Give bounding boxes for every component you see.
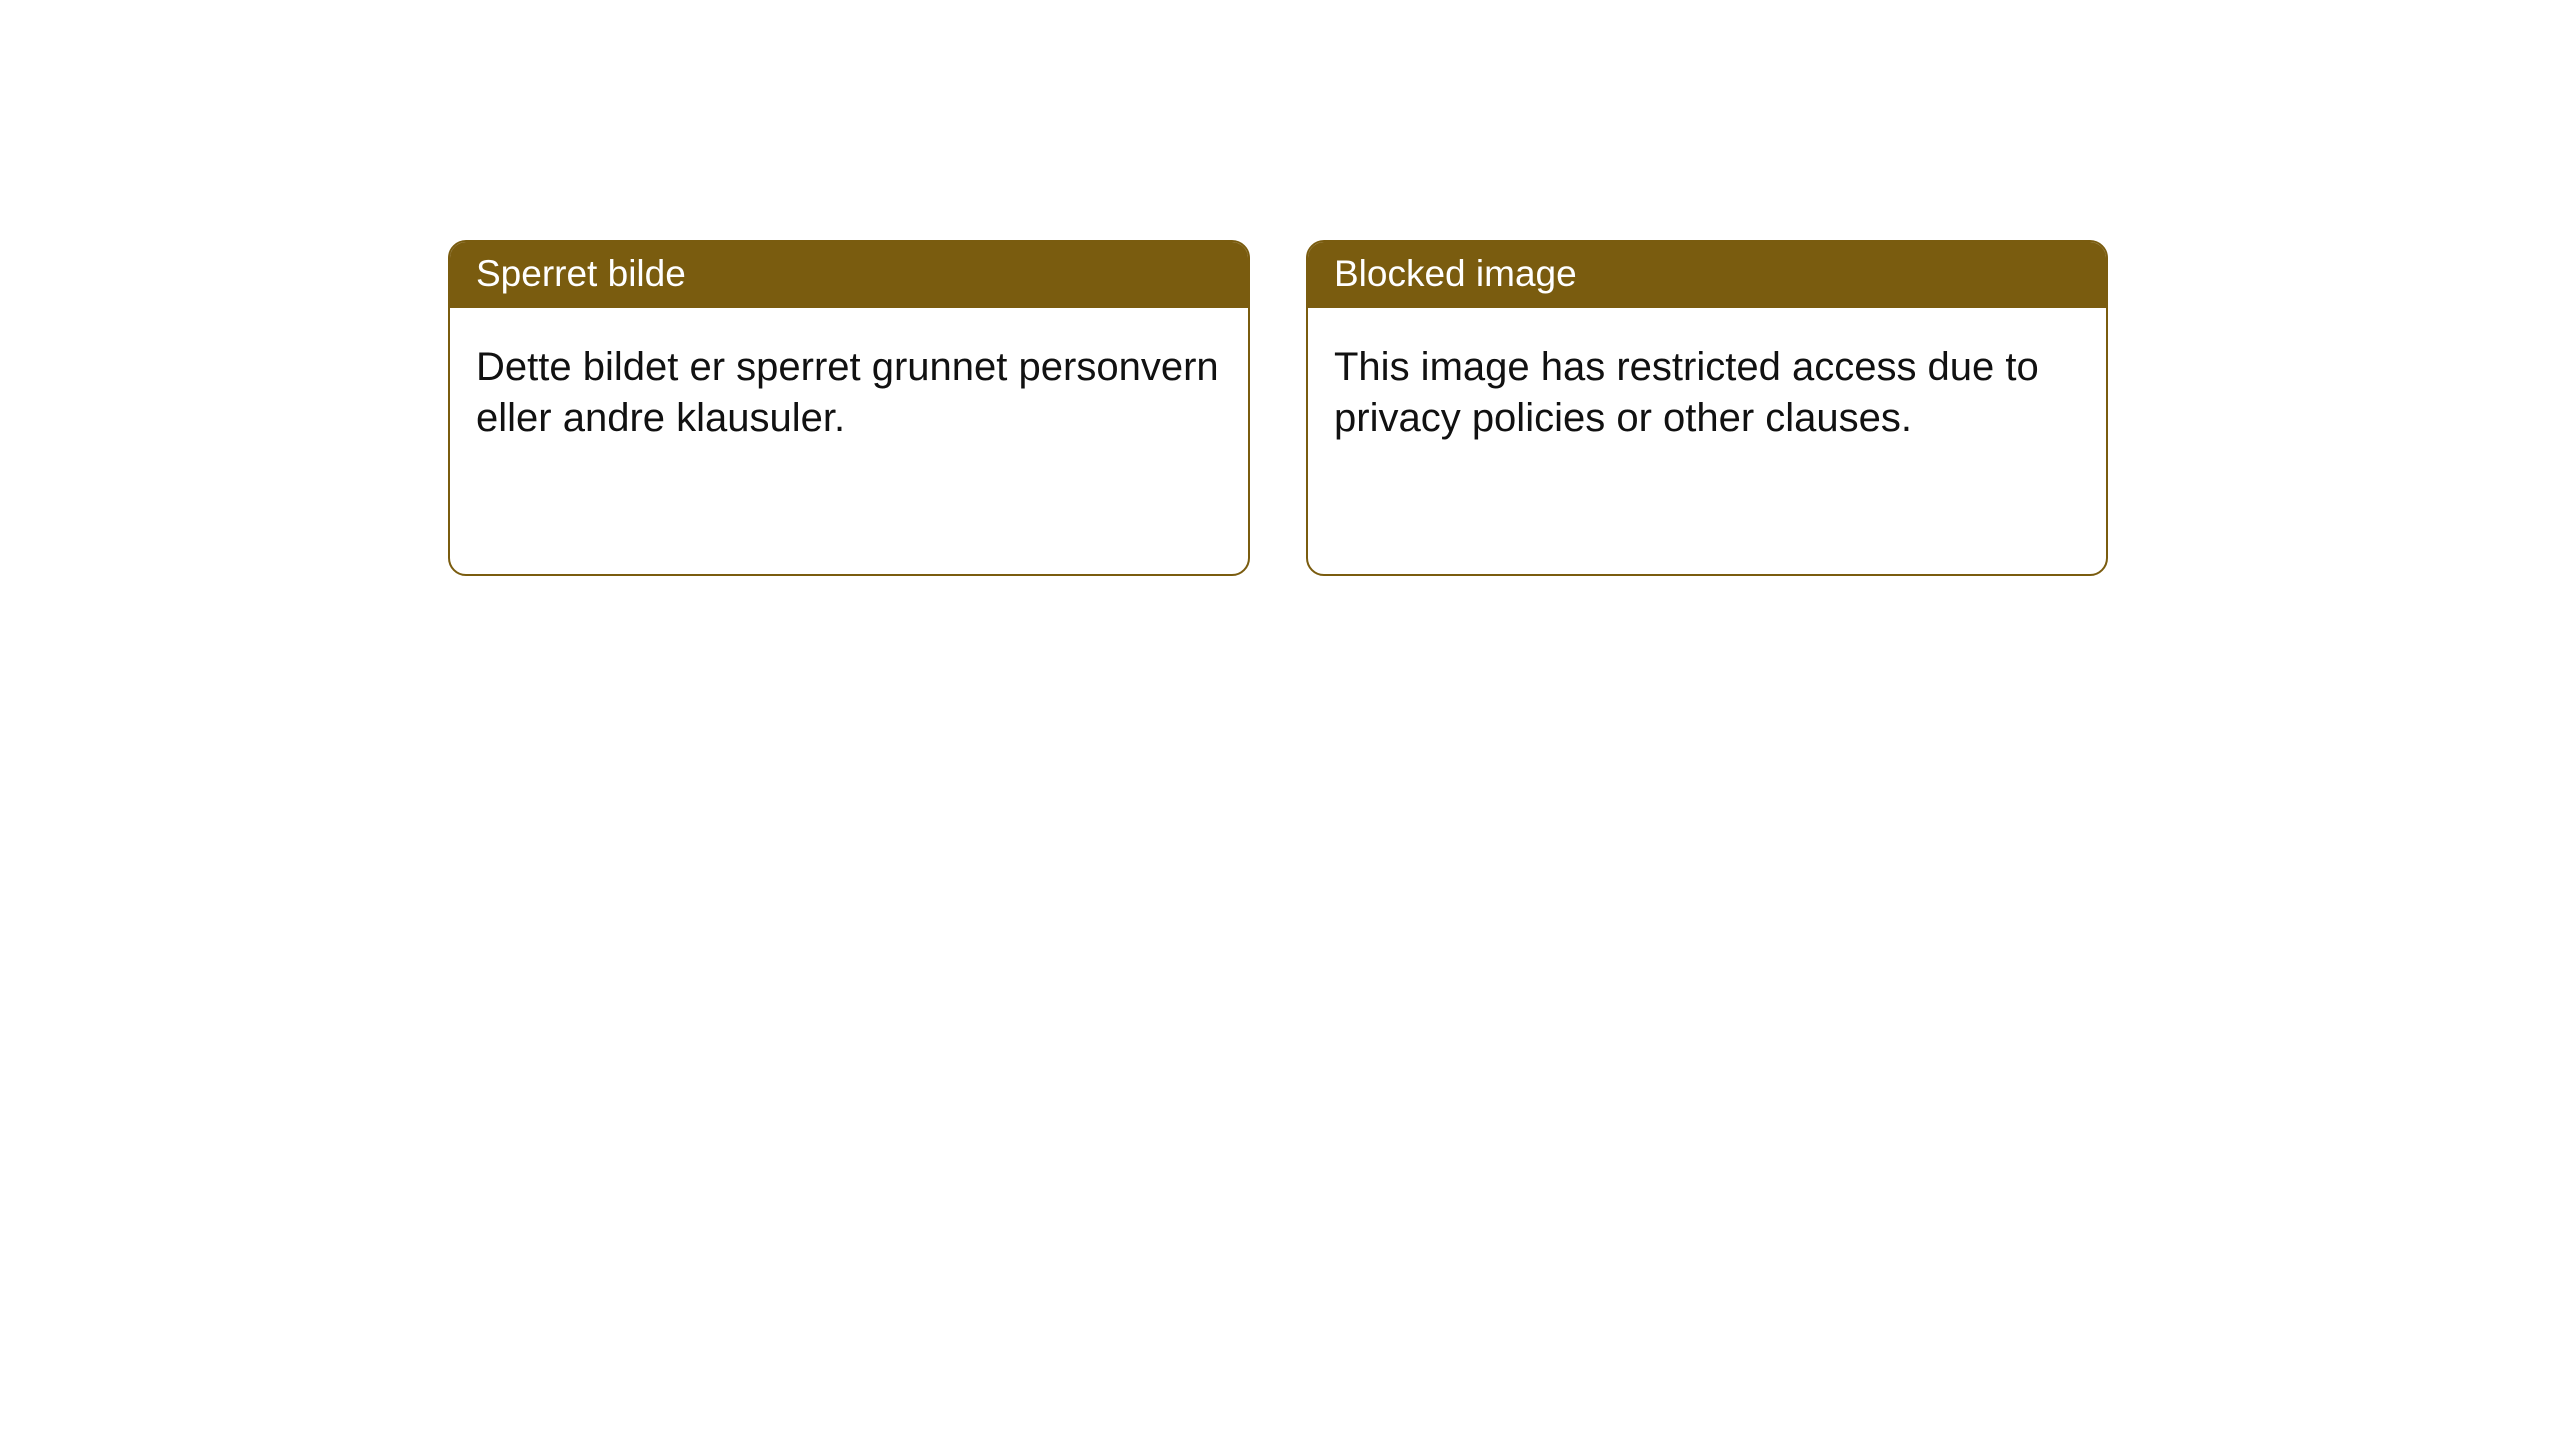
notice-body: This image has restricted access due to … bbox=[1308, 308, 2106, 574]
notice-box-english: Blocked image This image has restricted … bbox=[1306, 240, 2108, 576]
notice-header: Blocked image bbox=[1308, 242, 2106, 308]
notice-header: Sperret bilde bbox=[450, 242, 1248, 308]
notices-container: Sperret bilde Dette bildet er sperret gr… bbox=[0, 0, 2560, 576]
notice-body: Dette bildet er sperret grunnet personve… bbox=[450, 308, 1248, 574]
notice-box-norwegian: Sperret bilde Dette bildet er sperret gr… bbox=[448, 240, 1250, 576]
